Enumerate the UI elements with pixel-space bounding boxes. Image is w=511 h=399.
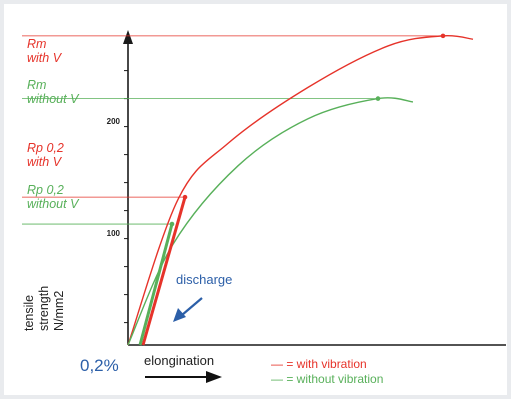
discharge-arrow-head [173, 308, 186, 322]
annotation-rm-with-v: Rm with V [27, 37, 62, 65]
discharge-label: discharge [176, 272, 233, 287]
legend-item-without-vibration: — = without vibration [271, 372, 384, 386]
y-axis-arrow [123, 30, 133, 44]
y-axis-label: tensile strength N/mm2 [22, 285, 66, 331]
legend-item-with-vibration: — = with vibration [271, 357, 367, 371]
rp-point-without-vibration [169, 221, 175, 227]
x-origin-label: 0,2% [80, 356, 119, 375]
rm-point-with-vibration [440, 33, 446, 39]
discharge-arrow-shaft [181, 297, 203, 316]
chart-marks: 100 200 [22, 30, 506, 383]
annotation-rp-without-v: Rp 0,2 without V [27, 183, 79, 211]
rm-point-without-vibration [375, 96, 381, 101]
chart-background [4, 4, 507, 395]
elongation-arrow-head [206, 371, 222, 383]
annotation-rp-with-v: Rp 0,2 with V [27, 141, 64, 169]
annotation-rm-without-v: Rm without V [27, 78, 79, 106]
y-tick-label: 200 [107, 117, 121, 126]
discharge-line-without-vibration [138, 223, 174, 346]
discharge-line-with-vibration [141, 196, 187, 346]
rp-point-with-vibration [182, 194, 188, 200]
y-tick-label: 100 [107, 229, 121, 238]
series-line-with-vibration [127, 34, 474, 346]
x-axis-label: elongination [144, 353, 215, 368]
